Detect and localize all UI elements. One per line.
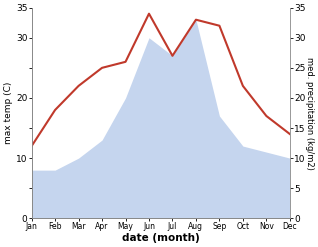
Y-axis label: max temp (C): max temp (C) [4, 82, 13, 144]
Y-axis label: med. precipitation (kg/m2): med. precipitation (kg/m2) [305, 57, 314, 169]
X-axis label: date (month): date (month) [122, 233, 200, 243]
